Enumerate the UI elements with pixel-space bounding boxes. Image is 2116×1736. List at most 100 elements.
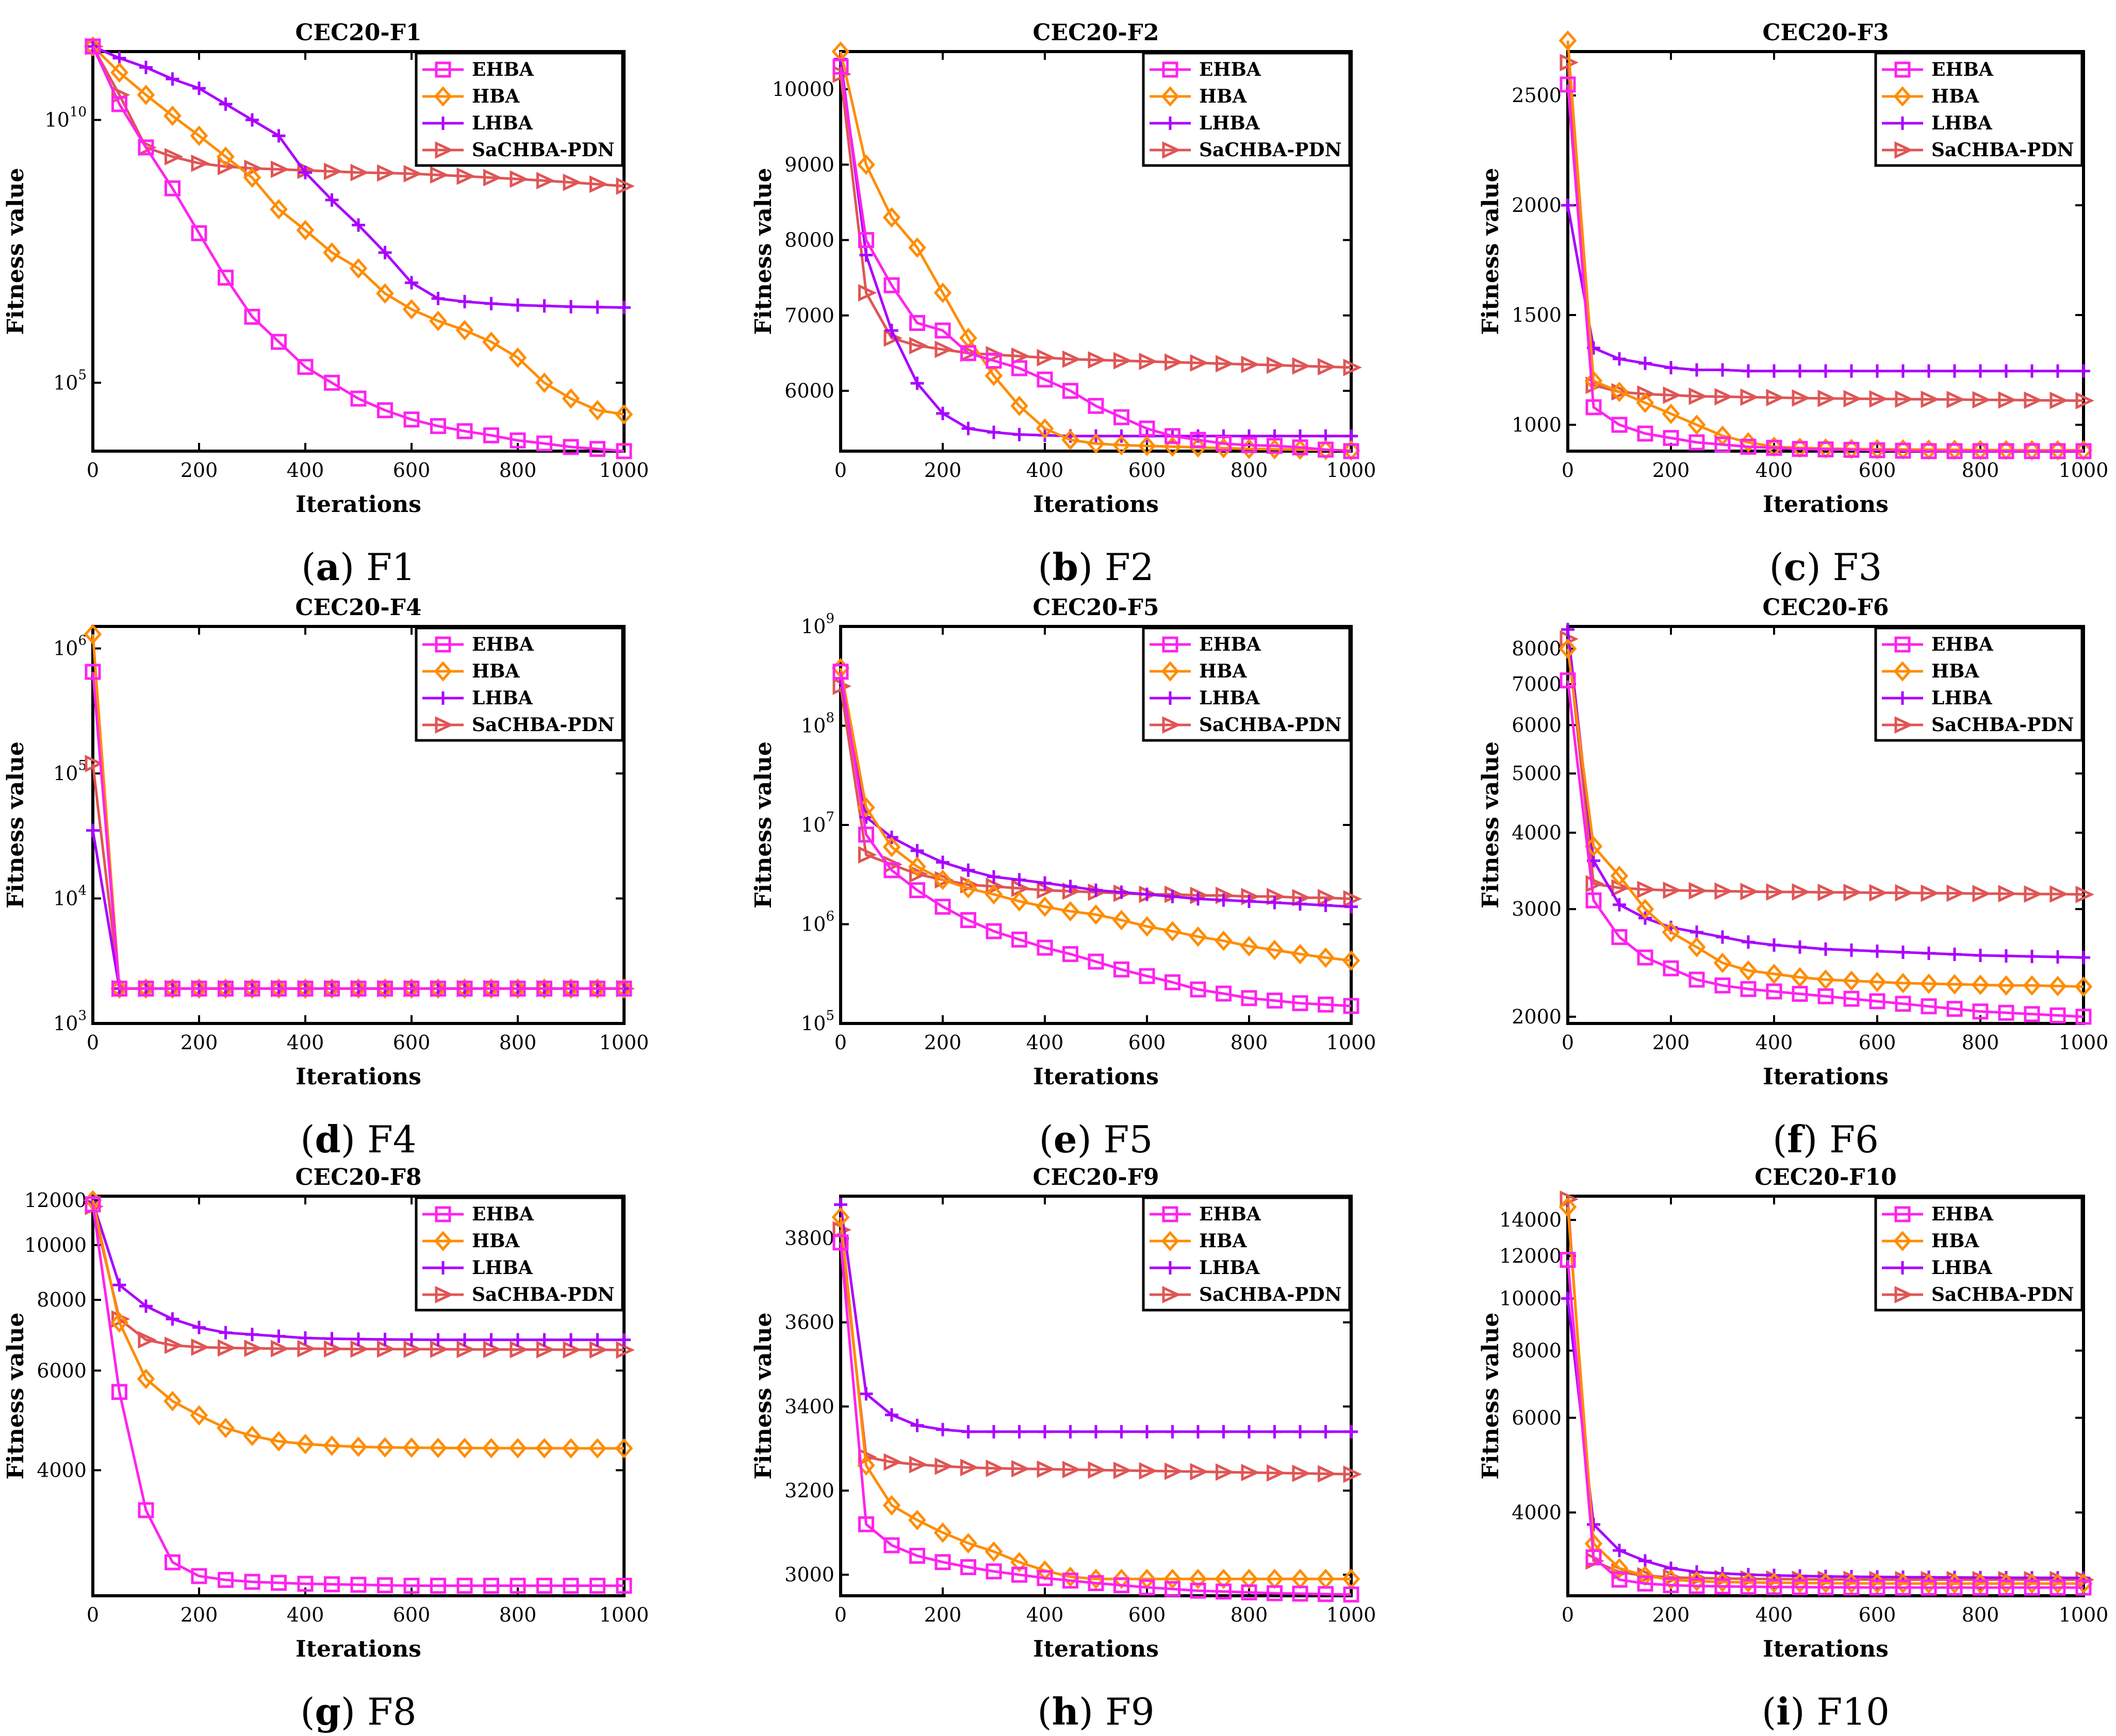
data-point <box>483 980 499 997</box>
data-point <box>2075 885 2094 903</box>
data-point <box>1714 436 1731 453</box>
data-point <box>1945 974 1964 995</box>
data-point <box>1112 435 1130 456</box>
panel-caption: (c) F3 <box>1769 545 1882 589</box>
data-point <box>1063 1425 1077 1439</box>
data-point <box>323 242 341 263</box>
data-point <box>1011 360 1027 376</box>
data-point <box>218 1572 234 1588</box>
series-hba <box>1559 638 2093 997</box>
data-point <box>1139 1462 1158 1480</box>
data-point <box>616 1341 635 1359</box>
legend-label: HBA <box>472 1230 520 1252</box>
data-point <box>482 1437 500 1459</box>
legend-label: HBA <box>1931 86 1979 107</box>
data-point <box>1972 443 1989 459</box>
x-axis-label: Iterations <box>1033 1064 1159 1090</box>
data-point <box>484 1333 498 1347</box>
data-point <box>858 826 874 843</box>
x-tick-label: 0 <box>834 1603 847 1626</box>
data-point <box>1662 403 1680 424</box>
series-lhba <box>834 1198 1358 1439</box>
y-tick-label: 105 <box>53 758 87 785</box>
data-point <box>137 978 155 999</box>
data-point <box>1088 351 1107 369</box>
data-point <box>2049 391 2069 409</box>
panel-caption: (g) F8 <box>300 1690 416 1733</box>
data-point <box>910 376 924 390</box>
data-point <box>138 1502 154 1518</box>
data-point <box>165 180 181 196</box>
data-point <box>1765 964 1783 984</box>
y-tick-label: 8000 <box>1512 1340 1562 1362</box>
data-point <box>376 978 394 999</box>
data-point <box>934 322 951 339</box>
data-point <box>2077 364 2090 378</box>
data-point <box>297 359 314 375</box>
data-point <box>1088 398 1104 414</box>
data-point <box>299 166 312 179</box>
data-point <box>1871 364 1884 378</box>
data-point <box>138 980 154 997</box>
data-point <box>165 980 181 997</box>
data-point <box>1894 972 1912 994</box>
data-point <box>402 978 421 999</box>
data-point <box>1037 1460 1056 1478</box>
legend-label: HBA <box>1931 1230 1979 1252</box>
data-point <box>1241 355 1260 373</box>
data-point <box>2024 1579 2040 1596</box>
series-ehba <box>85 664 632 997</box>
series-sachba-pdn <box>832 65 1362 376</box>
data-point <box>1742 935 1755 949</box>
legend-marker <box>1163 1261 1177 1275</box>
data-point <box>165 1554 181 1570</box>
x-tick-label: 0 <box>1562 1603 1574 1626</box>
x-tick-label: 600 <box>393 459 431 482</box>
data-point <box>1637 949 1653 966</box>
data-point <box>1845 364 1858 378</box>
data-point <box>244 980 260 997</box>
data-point <box>1948 364 1961 378</box>
data-point <box>190 125 208 146</box>
y-tick-label: 6000 <box>1512 1407 1562 1429</box>
data-point <box>86 823 100 837</box>
data-point <box>883 277 900 293</box>
data-point <box>110 978 128 999</box>
data-point <box>244 1340 263 1357</box>
x-tick-label: 1000 <box>2059 1603 2109 1626</box>
data-point <box>1140 887 1154 901</box>
x-tick-label: 0 <box>87 1031 99 1054</box>
data-point <box>1088 1575 1104 1592</box>
data-point <box>2049 443 2066 459</box>
y-tick-label: 1000 <box>1512 414 1562 436</box>
data-point <box>137 1368 155 1390</box>
data-point <box>1999 364 2013 378</box>
data-point <box>1843 390 1862 408</box>
data-point <box>1164 1581 1180 1597</box>
y-tick-label: 2500 <box>1512 84 1562 107</box>
data-point <box>296 1433 315 1454</box>
data-point <box>219 1326 233 1340</box>
data-point <box>1922 364 1935 378</box>
data-point <box>960 1459 979 1477</box>
data-point <box>1037 939 1053 956</box>
data-point <box>455 320 474 341</box>
data-point <box>1561 199 1574 212</box>
series-ehba <box>1560 1252 2092 1596</box>
data-point <box>429 310 447 332</box>
data-point <box>509 978 527 999</box>
x-tick-label: 400 <box>1756 1031 1793 1054</box>
data-point <box>934 899 951 915</box>
data-point <box>859 1387 873 1401</box>
data-point <box>1190 354 1209 372</box>
data-point <box>458 1333 471 1347</box>
data-point <box>1742 364 1755 378</box>
x-tick-label: 800 <box>499 459 537 482</box>
legend: EHBA HBA LHBA SaCHBA-PDN <box>1142 52 1351 167</box>
data-point <box>431 1333 445 1347</box>
data-point <box>1714 882 1733 900</box>
y-axis-label: Fitness value <box>3 168 29 335</box>
chart-panel: CEC20-F4 0 200 400 600 800 1000 103 104 105 106 Ite… <box>3 594 649 1161</box>
data-point <box>1972 391 1991 409</box>
data-point <box>484 296 498 310</box>
